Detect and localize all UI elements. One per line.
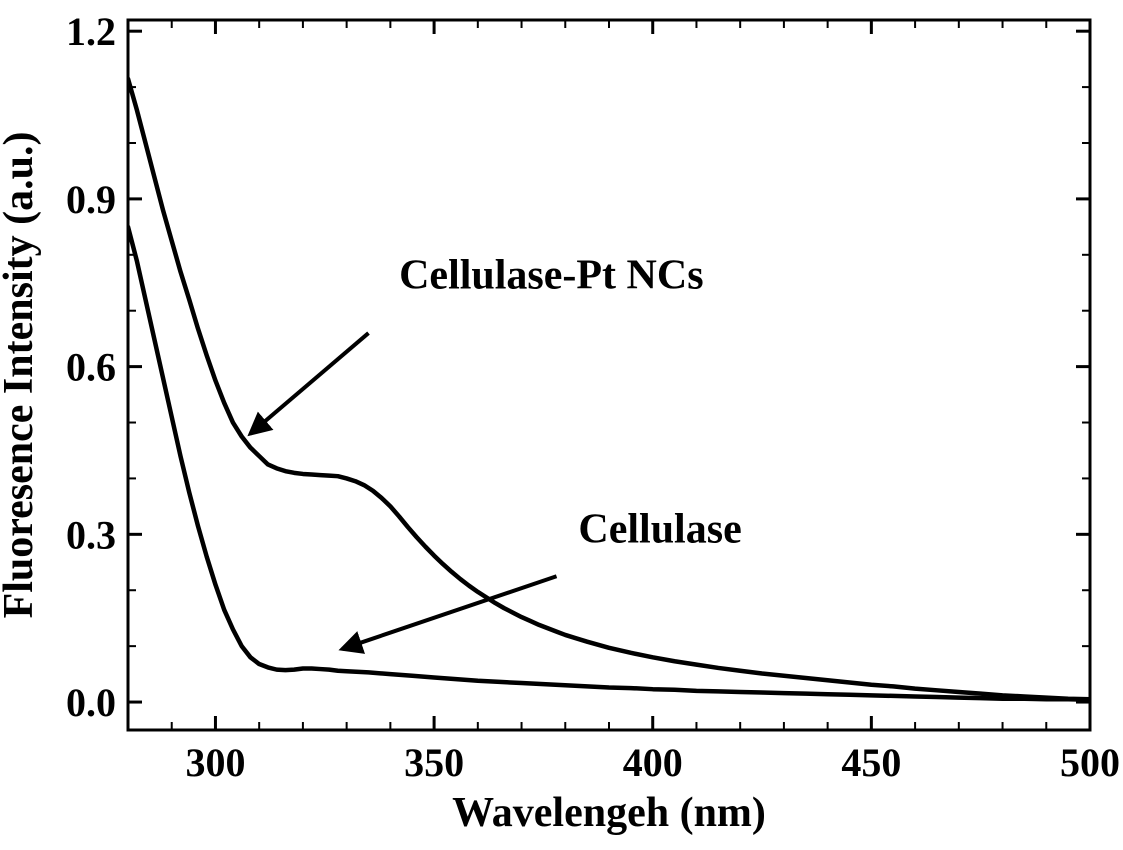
chart-container: 300 350 400 450 500 0.0 0.3 0.6 0.9 1.2 Wavelengeh…: [0, 0, 1123, 850]
y-tick-label: 1.2: [66, 9, 116, 54]
annotation-label: Cellulase: [578, 507, 741, 553]
y-tick-label: 0.3: [66, 512, 116, 557]
annotation-label: Cellulase-Pt NCs: [399, 252, 703, 298]
x-tick-label: 400: [623, 740, 683, 785]
y-tick-label: 0.0: [66, 680, 116, 725]
x-tick-label: 350: [404, 740, 464, 785]
x-axis-label: Wavelengeh (nm): [452, 790, 766, 836]
series-cellulase-pt-ncs: [128, 79, 1090, 700]
x-tick-label: 500: [1060, 740, 1120, 785]
x-tick-label: 450: [841, 740, 901, 785]
y-axis-label: Fluoresence Intensity (a.u.): [0, 132, 42, 619]
y-tick-label: 0.9: [66, 177, 116, 222]
x-tick-label: 300: [185, 740, 245, 785]
annotation-arrow: [342, 576, 556, 649]
y-tick-label: 0.6: [66, 345, 116, 390]
annotation-arrow: [250, 333, 368, 434]
fluorescence-chart: 300 350 400 450 500 0.0 0.3 0.6 0.9 1.2 Wavelengeh…: [0, 0, 1123, 850]
